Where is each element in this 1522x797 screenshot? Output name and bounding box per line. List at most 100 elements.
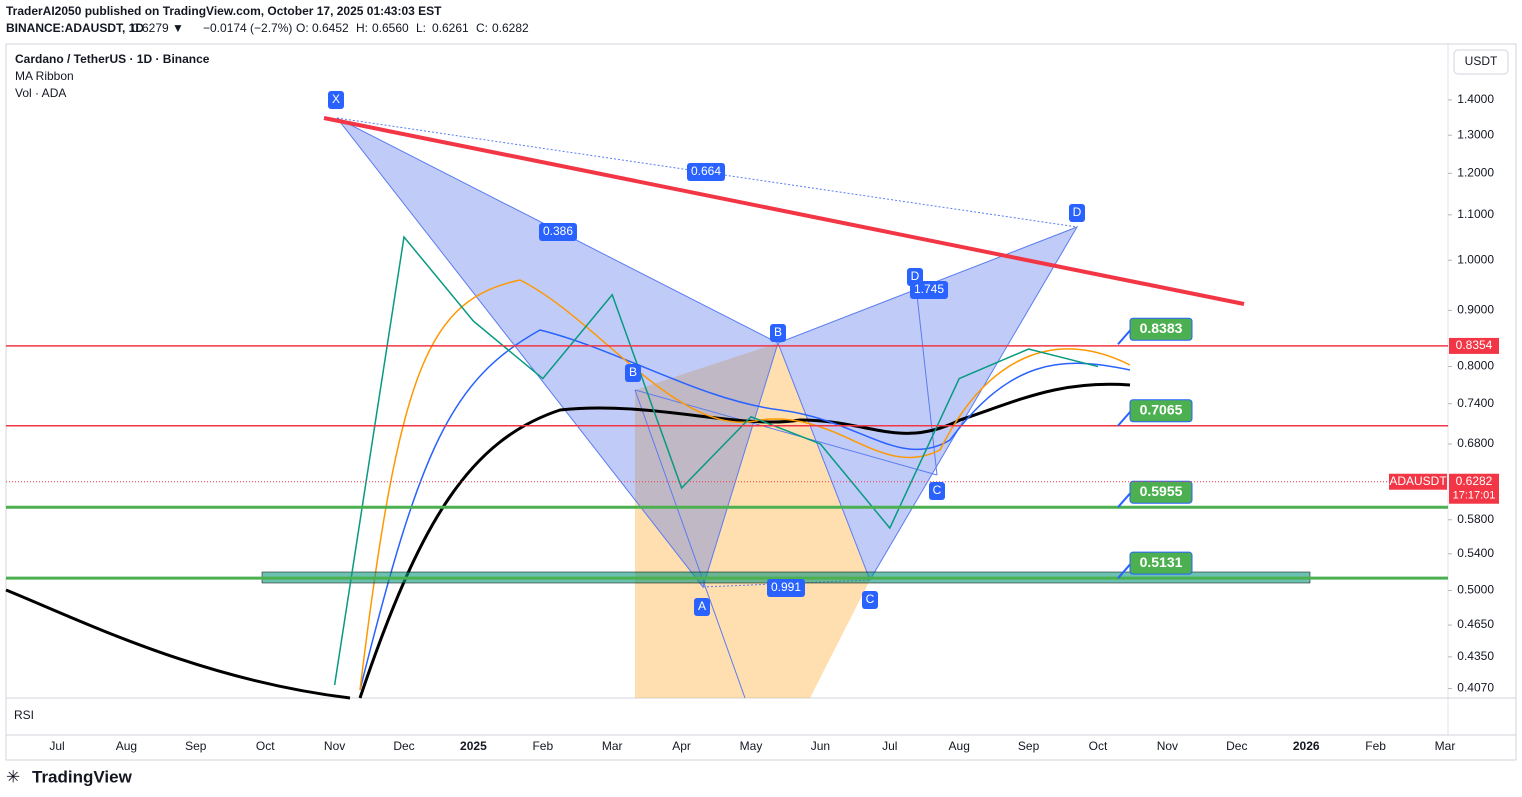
y-tick-label: 1.1000 [1457, 207, 1494, 221]
ohlc-value: 0.6560 [372, 21, 409, 35]
x-tick-label: Apr [672, 739, 691, 753]
pattern-point-box [625, 364, 641, 382]
pattern-line [914, 276, 938, 476]
y-tick-label: 0.5000 [1457, 583, 1494, 597]
x-tick-label: Jun [811, 739, 830, 753]
ohlc-key: C: [476, 21, 488, 35]
pattern-point-label: D [1073, 205, 1082, 219]
y-tick-label: 0.4650 [1457, 617, 1494, 631]
ratio-box [767, 579, 805, 597]
currency: USDT [1465, 54, 1498, 68]
annotation-box [1129, 551, 1193, 575]
pattern-point-label: B [774, 325, 782, 339]
x-tick-label: Oct [1089, 739, 1108, 753]
pattern-fill [635, 343, 870, 698]
ratio-label: 0.991 [771, 580, 801, 594]
pattern-point-box [770, 324, 786, 342]
change: −0.0174 (−2.7%) [203, 21, 292, 35]
last: 0.6279 ▼ [132, 21, 184, 35]
y-tick-label: 0.5800 [1457, 512, 1494, 526]
ohlc-value: 0.6282 [492, 21, 529, 35]
y-tick-label: 1.4000 [1457, 92, 1494, 106]
ohlc-value: 0.6261 [432, 21, 469, 35]
x-tick-label: Feb [532, 739, 553, 753]
ma-line [359, 279, 1131, 691]
x-tick-label: 2026 [1293, 739, 1320, 753]
level-label: 0.8354 [1456, 338, 1493, 352]
pattern-point-box [328, 91, 344, 109]
annotation-label: 0.5131 [1140, 554, 1183, 570]
x-tick-label: Aug [949, 739, 970, 753]
y-tick-label: 1.0000 [1457, 252, 1494, 266]
level-tag [1449, 337, 1499, 354]
pattern-point-label: B [629, 365, 637, 379]
x-tick-label: Sep [1018, 739, 1040, 753]
x-tick-label: Nov [324, 739, 345, 753]
x-tick-label: Dec [1226, 739, 1247, 753]
pattern-point-label: X [332, 92, 340, 106]
y-tick-label: 0.6800 [1457, 436, 1494, 450]
annotation-box [1129, 399, 1193, 423]
x-tick-label: Mar [602, 739, 623, 753]
ratio-box [687, 163, 725, 181]
pattern-point-box [862, 591, 878, 609]
y-tick-label: 0.7400 [1457, 396, 1494, 410]
annotation-label: 0.7065 [1140, 401, 1183, 417]
currency-button [1453, 49, 1509, 75]
pattern-point-label: C [933, 483, 942, 497]
x-tick-label: Oct [256, 739, 275, 753]
ratio-label: 0.664 [691, 164, 721, 178]
pattern-line [634, 389, 746, 699]
x-tick-label: May [740, 739, 763, 753]
ma-line [359, 329, 1131, 691]
ratio-box [910, 281, 948, 299]
ma-line [5, 588, 351, 700]
symbol-tag [1389, 473, 1447, 490]
x-tick-label: Sep [185, 739, 207, 753]
ratio-label: 0.386 [543, 224, 573, 238]
symbol-tag-label: ADAUSDT [1389, 474, 1447, 488]
brand-logo: ✳ [6, 767, 20, 786]
chart-frame [5, 43, 1517, 761]
ratio-label: 1.745 [914, 282, 944, 296]
ohlc-key: H: [356, 21, 368, 35]
price-line [333, 235, 1099, 686]
y-tick-label: 0.4350 [1457, 649, 1494, 663]
ohlc-key: L: [416, 21, 426, 35]
ohlc-key: O: [296, 21, 309, 35]
trend-line [323, 116, 1245, 306]
annotation-label: 0.8383 [1140, 320, 1183, 336]
y-tick-label: 0.9000 [1457, 303, 1494, 317]
x-tick-label: Nov [1157, 739, 1178, 753]
price-tag-label: 0.6282 [1456, 474, 1493, 488]
symbol: BINANCE:ADAUSDT, 1D [6, 21, 144, 35]
pattern-point-label: D [911, 269, 920, 283]
pattern-point-label: A [698, 599, 706, 613]
chart-title: Cardano / TetherUS · 1D · Binance [15, 52, 210, 66]
x-tick-label: Dec [393, 739, 414, 753]
pattern-point-box [1069, 204, 1085, 222]
x-tick-label: Jul [882, 739, 897, 753]
y-tick-label: 0.8000 [1457, 359, 1494, 373]
brand: TradingView [32, 767, 133, 786]
pattern-point-box [929, 482, 945, 500]
price-tag [1449, 473, 1499, 504]
x-tick-label: Mar [1435, 739, 1456, 753]
indicator: Vol · ADA [15, 86, 66, 100]
x-tick-label: Feb [1365, 739, 1386, 753]
pattern-point-label: C [866, 592, 875, 606]
annotation-box [1129, 480, 1193, 504]
x-tick-label: Jul [49, 739, 64, 753]
ohlc-value: 0.6452 [312, 21, 349, 35]
y-tick-label: 0.4070 [1457, 681, 1494, 695]
countdown: 17:17:01 [1453, 490, 1496, 502]
indicator: MA Ribbon [15, 69, 74, 83]
x-tick-label: Aug [116, 739, 137, 753]
y-tick-label: 0.5400 [1457, 546, 1494, 560]
pattern-point-box [694, 598, 710, 616]
x-tick-label: 2025 [460, 739, 487, 753]
author: TraderAI2050 published on TradingView.co… [6, 4, 442, 18]
y-tick-label: 1.3000 [1457, 127, 1494, 141]
y-tick-label: 1.2000 [1457, 166, 1494, 180]
